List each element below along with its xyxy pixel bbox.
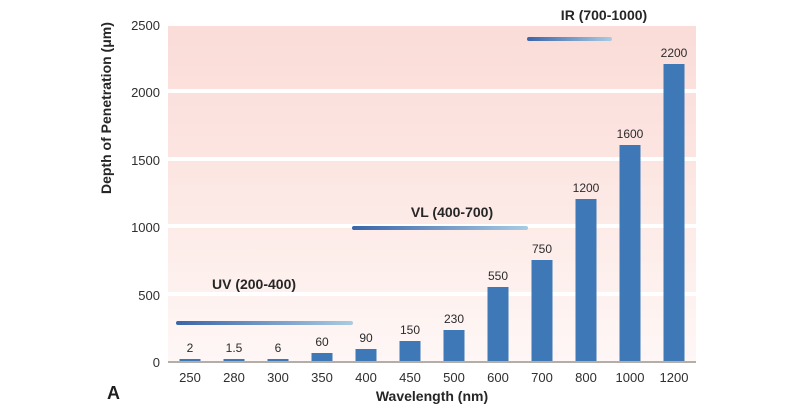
y-tick-label: 500 [138,287,160,303]
bar [267,359,289,361]
bar [443,330,465,361]
x-tick-label: 800 [575,370,597,385]
bar [619,145,641,361]
x-tick-label: 700 [531,370,553,385]
bar [575,199,597,361]
bar-value-label: 150 [399,322,421,337]
bars-row: 2 1.5 6 60 90 150 230 550 750 1200 1600 2200 [168,26,696,361]
bar-value-label: 60 [315,334,329,349]
bar [487,286,509,361]
x-tick-label: 300 [267,370,289,385]
bar-slot: 750 [520,26,564,361]
annotation-range-line [527,37,612,42]
y-tick-label: 2500 [131,18,160,33]
bar-slot: 1600 [608,26,652,361]
annotation-range-line [352,226,528,231]
bar-slot: 1.5 [212,26,256,361]
bar-value-label: 1600 [616,127,644,142]
bar [531,259,553,361]
gridline [168,156,696,161]
x-tick-label: 1200 [659,370,689,385]
bar-value-label: 90 [359,330,373,345]
bar [663,64,685,361]
x-tick-label: 250 [179,370,201,385]
gridline [168,89,696,94]
x-tick-label: 1000 [615,370,645,385]
bar-value-label: 2200 [660,46,688,61]
bar-slot: 150 [388,26,432,361]
y-tick-label: 1000 [131,220,160,236]
bar [223,359,245,361]
bar-slot: 6 [256,26,300,361]
bar-slot: 2 [168,26,212,361]
x-tick-label: 450 [399,370,421,385]
bar-slot: 230 [432,26,476,361]
x-tick-label: 500 [443,370,465,385]
bar-slot: 2200 [652,26,696,361]
y-tick-label: 1500 [131,152,160,168]
x-tick-label: 400 [355,370,377,385]
gridline [168,291,696,296]
bar-slot: 60 [300,26,344,361]
bar-slot: 1200 [564,26,608,361]
bar [179,359,201,361]
x-tick-label: 280 [223,370,245,385]
y-tick-label: 0 [152,355,160,370]
bar-slot: 550 [476,26,520,361]
annotation-label: UV (200-400) [211,276,297,292]
bar-value-label: 230 [443,312,465,326]
annotation-label: IR (700-1000) [560,7,648,23]
y-tick-label: 2000 [131,85,160,101]
bar-value-label: 750 [531,241,553,256]
bar-value-label: 2 [186,341,194,355]
bar [399,340,421,361]
x-axis-ticks: 250 280 300 350 400 450 500 600 700 800 1000 1200 [168,370,696,385]
x-tick-label: 350 [311,370,333,385]
bar [311,352,333,361]
plot-area: 2 1.5 6 60 90 150 230 550 750 1200 1600 2200 [168,26,696,363]
bar-value-label: 6 [274,341,282,355]
bar-value-label: 1200 [572,181,600,196]
panel-label: A [107,383,120,403]
bar [355,348,377,361]
bar-slot: 90 [344,26,388,361]
annotation-label: VL (400-700) [410,204,494,220]
x-tick-label: 600 [487,370,509,385]
bar-value-label: 550 [487,268,509,283]
annotation-range-line [176,320,353,325]
bar-value-label: 1.5 [225,341,243,355]
x-axis-title: Wavelength (nm) [375,388,489,404]
